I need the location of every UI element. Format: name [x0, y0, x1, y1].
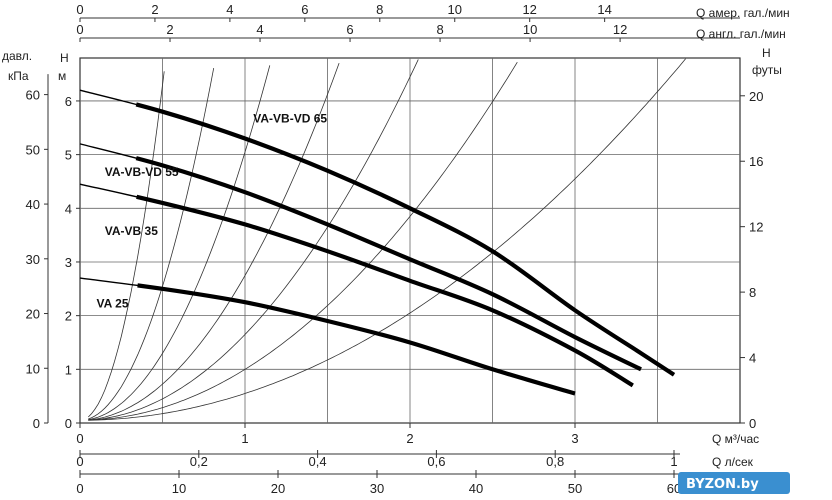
m-tick-label: 4: [65, 201, 72, 216]
ft-tick-label: 16: [749, 154, 763, 169]
system-curve-2: [88, 68, 215, 420]
pump-curve-label-2: VA-VB-VD 55: [105, 165, 179, 179]
ls-tick-label: 0,8: [546, 454, 564, 469]
lmin-tick-label: 40: [469, 481, 483, 496]
pump-curve-2: [79, 141, 642, 372]
top-us-tick-label: 8: [376, 2, 383, 17]
kpa-tick-label: 50: [26, 142, 40, 157]
x-tick-label: 2: [406, 431, 413, 446]
pump-curve-label-4: VA 25: [97, 297, 129, 311]
m-tick-label: 2: [65, 309, 72, 324]
x-axis-label: Q м³/час: [712, 432, 759, 446]
top-us-tick-label: 6: [301, 2, 308, 17]
top-uk-axis-label: Q англ. гал./мин: [696, 27, 786, 41]
system-curve-3: [88, 65, 271, 420]
x-tick-label: 3: [571, 431, 578, 446]
m-tick-label: 6: [65, 94, 72, 109]
m-tick-label: 1: [65, 362, 72, 377]
ft-axis-label-top: H: [762, 46, 771, 60]
lmin-tick-label: 0: [76, 481, 83, 496]
kpa-tick-label: 10: [26, 361, 40, 376]
m-axis-label-top: H: [60, 51, 69, 65]
x-tick-label: 0: [76, 431, 83, 446]
ft-tick-label: 4: [749, 351, 756, 366]
system-curve-5: [88, 59, 419, 421]
ft-tick-label: 0: [749, 416, 756, 431]
lmin-tick-label: 60: [667, 481, 681, 496]
top-uk-tick-label: 10: [523, 22, 537, 37]
pump-curve-label-3: VA-VB 35: [105, 224, 158, 238]
m-tick-label: 3: [65, 255, 72, 270]
ls-tick-label: 0,4: [309, 454, 327, 469]
kpa-tick-label: 40: [26, 197, 40, 212]
pump-curve-4: [79, 275, 576, 396]
ft-tick-label: 20: [749, 89, 763, 104]
lmin-tick-label: 20: [271, 481, 285, 496]
pump-curve-3: [79, 182, 634, 388]
kpa-tick-label: 60: [26, 88, 40, 103]
x-tick-label: 1: [241, 431, 248, 446]
ls-tick-label: 0,2: [190, 454, 208, 469]
kpa-tick-label: 20: [26, 307, 40, 322]
pump-curves: VA-VB-VD 65 VA-VB-VD 55 VA-VB 35 VA 25: [79, 88, 676, 396]
top-uk-tick-label: 0: [76, 22, 83, 37]
m-tick-label: 0: [65, 416, 72, 431]
m-axis-label-bottom: м: [58, 69, 66, 83]
ft-tick-label: 8: [749, 285, 756, 300]
ft-axis-label-bottom: футы: [752, 63, 782, 77]
kpa-tick-label: 30: [26, 252, 40, 267]
top-us-tick-label: 14: [597, 2, 611, 17]
pump-curve-1: [79, 88, 676, 377]
top-us-tick-label: 0: [76, 2, 83, 17]
ft-tick-label: 12: [749, 220, 763, 235]
lmin-tick-label: 30: [370, 481, 384, 496]
top-uk-tick-label: 6: [346, 22, 353, 37]
top-us-tick-label: 12: [522, 2, 536, 17]
m-tick-label: 5: [65, 148, 72, 163]
system-curve-7: [88, 58, 686, 421]
kpa-axis-label-top: давл.: [2, 49, 32, 63]
ls-tick-label: 0,6: [427, 454, 445, 469]
kpa-axis-label-bottom: кПа: [8, 69, 29, 83]
top-us-axis-label: Q амер. гал./мин: [696, 6, 790, 20]
system-curve-6: [88, 61, 518, 421]
watermark-text: BYZON.by: [686, 477, 759, 492]
top-uk-tick-label: 2: [166, 22, 173, 37]
top-us-tick-label: 10: [448, 2, 462, 17]
pump-curve-label-1: VA-VB-VD 65: [253, 111, 327, 125]
ls-tick-label: 0: [76, 454, 83, 469]
top-uk-tick-label: 8: [436, 22, 443, 37]
top-uk-tick-label: 12: [613, 22, 627, 37]
top-us-tick-label: 4: [226, 2, 233, 17]
kpa-tick-label: 0: [33, 416, 40, 431]
top-uk-tick-label: 4: [256, 22, 263, 37]
bottom-ls-axis-label: Q л/сек: [712, 455, 754, 469]
system-curves: [88, 58, 686, 421]
system-curve-1: [88, 71, 165, 418]
watermark-badge: [678, 472, 790, 494]
ls-tick-label: 1: [670, 454, 677, 469]
top-us-tick-label: 2: [151, 2, 158, 17]
lmin-tick-label: 10: [172, 481, 186, 496]
system-curve-4: [88, 62, 340, 421]
lmin-tick-label: 50: [568, 481, 582, 496]
